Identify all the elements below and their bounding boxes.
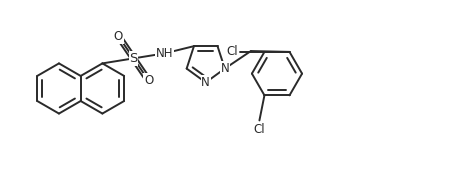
Text: N: N — [202, 76, 210, 89]
Text: N: N — [221, 62, 229, 75]
Text: S: S — [129, 52, 138, 65]
Text: Cl: Cl — [227, 45, 238, 58]
Text: O: O — [114, 30, 123, 43]
Text: Cl: Cl — [254, 123, 265, 137]
Text: O: O — [144, 74, 153, 87]
Text: NH: NH — [156, 47, 173, 60]
